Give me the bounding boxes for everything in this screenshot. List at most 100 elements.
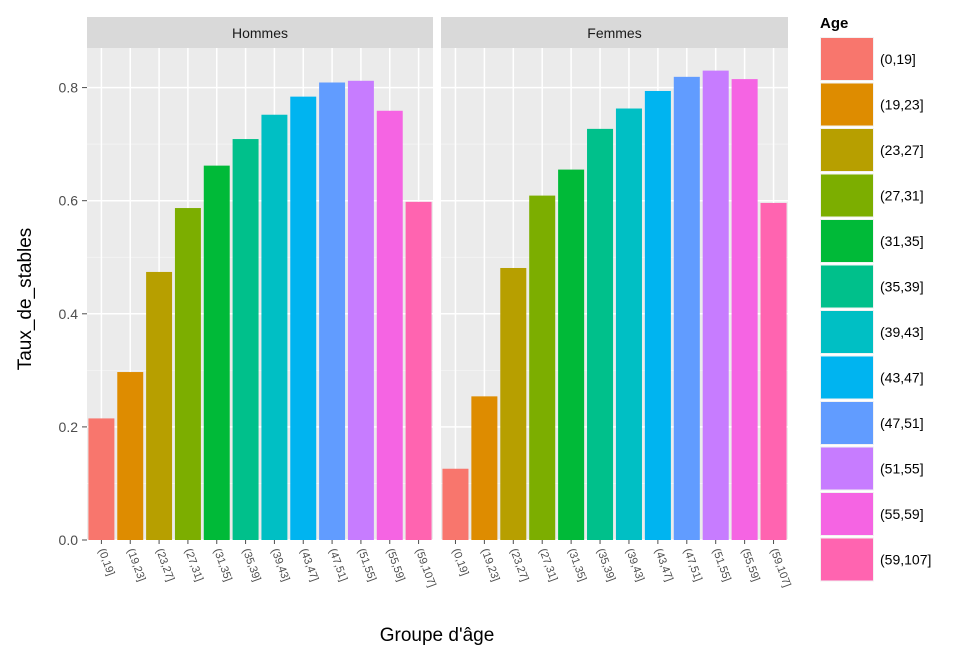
bar — [732, 79, 758, 540]
bar — [319, 82, 345, 540]
x-tick-label: (27,31] — [182, 547, 205, 583]
bar — [442, 469, 468, 540]
bar — [558, 170, 584, 540]
x-tick-label: (35,39] — [594, 547, 617, 583]
x-tick-label: (0,19] — [96, 547, 117, 578]
bar — [529, 196, 555, 540]
x-tick-label: (55,59] — [739, 547, 762, 583]
legend-swatch — [821, 175, 873, 217]
legend-item: (0,19] — [820, 37, 916, 81]
legend-item: (59,107] — [820, 538, 931, 582]
bar — [117, 372, 143, 540]
bar — [175, 208, 201, 540]
x-tick-label: (59,107] — [413, 547, 438, 589]
legend-swatch — [821, 357, 873, 399]
x-tick-label: (55,59] — [384, 547, 407, 583]
x-tick-label: (39,43] — [269, 547, 292, 583]
legend-label: (35,39] — [880, 279, 924, 295]
facet-strip-label: Femmes — [587, 25, 641, 41]
x-tick-label: (43,47] — [297, 547, 320, 583]
y-axis-title: Taux_de_stables — [15, 228, 36, 371]
bar — [88, 418, 114, 540]
legend-item: (31,35] — [820, 219, 924, 263]
legend-title: Age — [820, 15, 848, 32]
x-tick-label: (23,27] — [153, 547, 176, 583]
legend-item: (55,59] — [820, 492, 924, 536]
x-tick-label: (35,39] — [240, 547, 263, 583]
y-tick-label: 0.8 — [59, 80, 79, 96]
x-tick-label: (39,43] — [623, 547, 646, 583]
y-tick-label: 0.6 — [59, 193, 79, 209]
bar — [471, 396, 497, 540]
bar — [290, 97, 316, 540]
x-tick-label: (19,23] — [479, 547, 502, 583]
legend: Age (0,19] (19,23] (23,27] (27,31] (31,35] (3… — [820, 15, 931, 582]
legend-swatch — [821, 493, 873, 535]
legend-swatch — [821, 38, 873, 80]
bar — [761, 203, 787, 540]
legend-item: (19,23] — [820, 83, 924, 127]
legend-swatch — [821, 539, 873, 581]
legend-item: (27,31] — [820, 174, 924, 218]
bar — [377, 111, 403, 540]
bar — [587, 129, 613, 540]
x-tick-label: (51,55] — [710, 547, 733, 583]
legend-label: (23,27] — [880, 142, 924, 158]
y-axis: 0.0 0.2 0.4 0.6 0.8 — [59, 80, 87, 548]
bar — [645, 91, 671, 540]
bar — [703, 71, 729, 540]
legend-label: (47,51] — [880, 415, 924, 431]
bar — [233, 139, 259, 540]
x-tick-label: (51,55] — [355, 547, 378, 583]
legend-item: (23,27] — [820, 128, 924, 172]
x-tick-label: (47,51] — [681, 547, 704, 583]
legend-label: (39,43] — [880, 324, 924, 340]
legend-swatch — [821, 402, 873, 444]
x-tick-label: (0,19] — [450, 547, 471, 578]
x-axis-title: Groupe d'âge — [380, 625, 495, 645]
legend-item: (51,55] — [820, 447, 924, 491]
legend-label: (19,23] — [880, 97, 924, 113]
legend-label: (59,107] — [880, 552, 931, 568]
bar — [500, 268, 526, 540]
legend-swatch — [821, 448, 873, 490]
facets-layer: Hommes(0,19] (19,23] (23,27] (27,31] (31,35]… — [87, 17, 793, 589]
facet-panel: Hommes (0,19] (19,23] (23,27] (27,31] (31,35]… — [87, 17, 438, 589]
x-tick-label: (59,107] — [768, 547, 793, 589]
x-tick-label: (27,31] — [536, 547, 559, 583]
bar — [146, 272, 172, 540]
y-tick-label: 0.2 — [59, 419, 79, 435]
bar — [674, 77, 700, 540]
x-tick-label: (31,35] — [211, 547, 234, 583]
bar — [406, 202, 432, 540]
legend-swatch — [821, 266, 873, 308]
x-tick-label: (43,47] — [652, 547, 675, 583]
legend-label: (51,55] — [880, 461, 924, 477]
legend-swatch — [821, 129, 873, 171]
y-tick-label: 0.0 — [59, 532, 79, 548]
bar — [204, 166, 230, 540]
legend-swatch — [821, 220, 873, 262]
legend-label: (55,59] — [880, 506, 924, 522]
bar — [616, 109, 642, 540]
x-tick-label: (31,35] — [565, 547, 588, 583]
legend-item: (39,43] — [820, 310, 924, 354]
legend-item: (47,51] — [820, 401, 924, 445]
legend-item: (35,39] — [820, 265, 924, 309]
y-tick-label: 0.4 — [59, 306, 79, 322]
legend-label: (31,35] — [880, 233, 924, 249]
facet-strip-label: Hommes — [232, 25, 288, 41]
x-tick-label: (23,27] — [507, 547, 530, 583]
legend-label: (43,47] — [880, 370, 924, 386]
bar — [348, 81, 374, 540]
bar — [261, 115, 287, 540]
legend-label: (27,31] — [880, 188, 924, 204]
legend-swatch — [821, 311, 873, 353]
x-tick-label: (19,23] — [124, 547, 147, 583]
legend-swatch — [821, 84, 873, 126]
facet-panel: Femmes (0,19] (19,23] (23,27] (27,31] (31,35]… — [441, 17, 793, 589]
legend-item: (43,47] — [820, 356, 924, 400]
x-tick-label: (47,51] — [326, 547, 349, 583]
legend-label: (0,19] — [880, 51, 916, 67]
